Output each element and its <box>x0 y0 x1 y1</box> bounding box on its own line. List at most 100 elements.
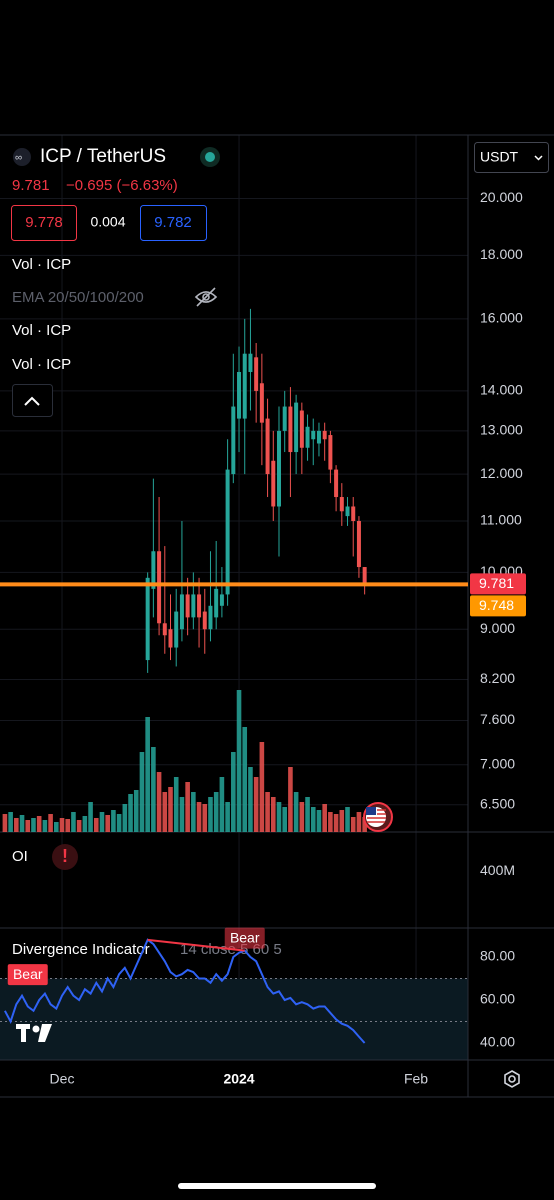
price-label: 9.781 <box>479 575 514 591</box>
pane-title: Divergence Indicator <box>12 941 150 958</box>
ask-box[interactable] <box>140 205 207 241</box>
warning-icon[interactable] <box>52 844 78 870</box>
indicator-line <box>4 938 366 1044</box>
flag-stripes <box>367 809 386 823</box>
home-indicator <box>178 1183 376 1189</box>
hidden-icon[interactable] <box>194 287 218 307</box>
volume-bar <box>328 812 333 832</box>
y-tick-label: 6.500 <box>480 795 515 811</box>
candle-body <box>248 353 253 372</box>
indicator-band <box>0 978 468 1060</box>
x-tick-label: 2024 <box>223 1071 254 1087</box>
volume-bar <box>122 804 128 832</box>
volume-bar <box>116 814 122 832</box>
y-tick-label: 80.00 <box>480 948 515 964</box>
volume-bar <box>48 814 53 832</box>
volume-bar <box>236 690 242 832</box>
divergence-label-box <box>224 927 265 949</box>
warning-mark: ! <box>62 846 68 866</box>
candle-body <box>362 567 367 585</box>
volume-bar <box>8 812 13 832</box>
pane-title: OI <box>12 848 28 865</box>
candle-body <box>157 551 162 624</box>
volume-bar <box>59 818 65 832</box>
indicator-label[interactable]: EMA 20/50/100/200 <box>12 289 144 306</box>
candle-body <box>294 402 299 453</box>
candle-body <box>334 469 339 498</box>
indicator-label[interactable]: Vol · ICP <box>12 356 71 373</box>
volume-bar <box>196 802 202 832</box>
candle-body <box>322 430 327 440</box>
currency-select[interactable] <box>474 142 549 173</box>
volume-bar <box>253 777 259 832</box>
volume-bar <box>168 787 173 832</box>
volume-bar <box>350 817 356 832</box>
volume-bar <box>333 814 339 832</box>
price-label-box <box>470 573 526 595</box>
candle-body <box>202 611 207 630</box>
volume-bar <box>151 747 156 832</box>
volume-bar <box>111 810 116 832</box>
price-label: 9.748 <box>479 597 514 613</box>
candle-body <box>237 371 242 419</box>
settings-icon[interactable] <box>504 1070 520 1088</box>
x-tick-label: Feb <box>404 1071 428 1087</box>
volume-bar <box>156 772 162 832</box>
divergence-label-box <box>7 964 48 986</box>
volume-bar <box>213 792 219 832</box>
candle-body <box>271 460 276 507</box>
volume-bar <box>259 742 265 832</box>
flag-canton <box>366 807 376 815</box>
candle-body <box>242 353 247 419</box>
volume-bar <box>322 804 327 832</box>
candle-body <box>151 551 156 589</box>
candle-body <box>288 406 293 453</box>
volume-bar <box>288 767 293 832</box>
candle-body <box>305 426 310 448</box>
coin-logo-mark: ∞ <box>15 153 22 164</box>
volume-bar <box>231 752 236 832</box>
candle-body <box>179 594 184 630</box>
y-tick-label: 13.000 <box>480 422 523 438</box>
candle-body <box>214 588 219 618</box>
volume-bar <box>173 777 179 832</box>
volume-bar <box>133 790 139 832</box>
volume-bar <box>276 802 282 832</box>
candle-body <box>316 430 321 444</box>
currency: USDT <box>480 149 519 165</box>
bid-box[interactable] <box>11 205 77 241</box>
volume-bar <box>105 815 110 832</box>
divergence-label: Bear <box>230 929 260 945</box>
y-tick-label: 9.000 <box>480 620 515 636</box>
candle-body <box>185 594 190 618</box>
volume-bar <box>82 816 88 832</box>
plot: Dec 2024 Feb 20.000 18.000 16.000 14.000 13.000… <box>0 189 526 1087</box>
candle-body <box>197 594 202 618</box>
candle-body <box>168 629 173 648</box>
price-change: −0.695 (−6.63%) <box>66 177 178 194</box>
status-dot <box>205 152 215 162</box>
candle-body <box>162 623 167 636</box>
volume-bar <box>219 777 225 832</box>
y-tick-label: 14.000 <box>480 382 523 398</box>
y-tick-label: 8.200 <box>480 670 515 686</box>
price-label-box <box>470 595 526 617</box>
volume-bar <box>299 802 305 832</box>
volume-bar <box>208 797 213 832</box>
volume-bar <box>225 802 230 832</box>
volume-bar <box>179 797 185 832</box>
y-tick-label: 12.000 <box>480 465 523 481</box>
volume-bar <box>162 792 168 832</box>
y-tick-label: 7.000 <box>480 755 515 771</box>
collapse-button[interactable] <box>12 384 53 417</box>
y-tick-label: 11.000 <box>480 512 522 528</box>
symbol[interactable]: ICP / TetherUS <box>40 146 166 167</box>
volume-bar <box>339 810 345 832</box>
ask: 9.782 <box>154 214 192 231</box>
volume-bar <box>99 812 105 832</box>
indicator-label[interactable]: Vol · ICP <box>12 322 71 339</box>
volume-bar <box>31 818 36 832</box>
volume-bar <box>145 717 150 832</box>
indicator-label[interactable]: Vol · ICP <box>12 256 71 273</box>
